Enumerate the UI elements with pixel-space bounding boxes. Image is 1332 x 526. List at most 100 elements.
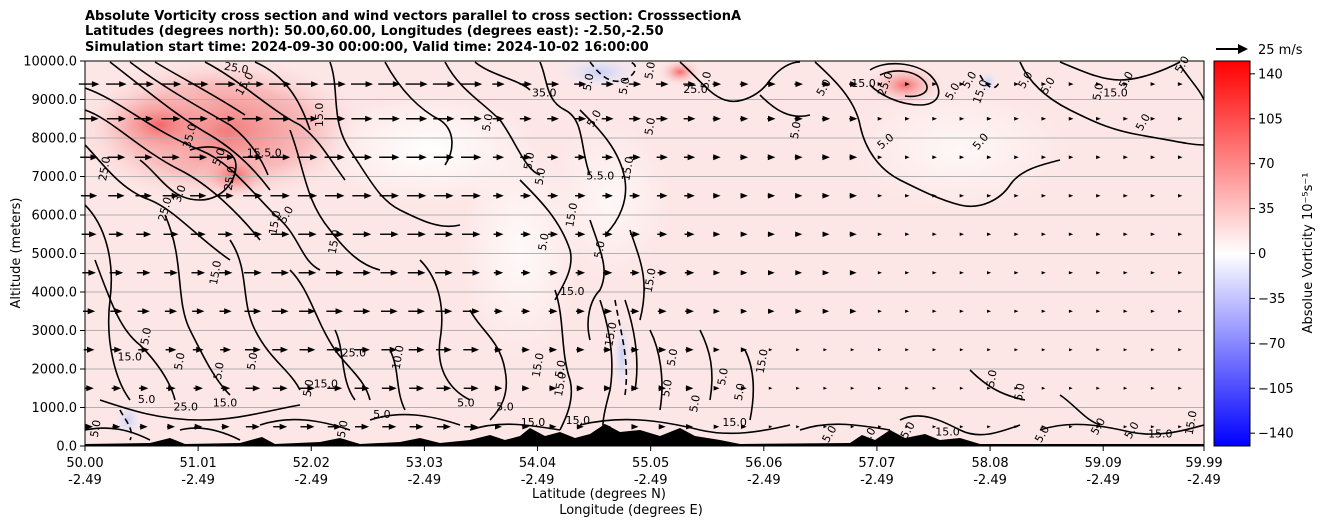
wind-vector-head xyxy=(444,308,453,315)
wind-vector-head xyxy=(335,308,344,315)
contour-label: 15.0 xyxy=(1183,410,1200,436)
wind-vector-head xyxy=(253,346,261,353)
wind-vector-head xyxy=(822,115,831,122)
wind-vector-head xyxy=(932,386,937,390)
wind-vector-head xyxy=(1068,193,1074,198)
wind-vector-head xyxy=(391,231,399,238)
wind-vector-head xyxy=(223,346,231,353)
wind-vector-head xyxy=(1123,193,1128,198)
wind-vector-head xyxy=(522,308,531,315)
wind-vector-head xyxy=(495,269,504,276)
chart-title-line-1: Absolute Vorticity cross section and win… xyxy=(85,9,742,24)
wind-vector-head xyxy=(444,346,452,353)
wind-vector-head xyxy=(631,423,639,430)
wind-vectors xyxy=(78,81,1183,430)
wind-vector-head xyxy=(419,115,428,122)
wind-vector-head xyxy=(877,348,882,352)
quiver-key-arrowhead xyxy=(1238,44,1248,54)
wind-vector-head xyxy=(445,231,454,238)
wind-vector-head xyxy=(445,269,453,276)
wind-vector-head xyxy=(687,231,695,238)
wind-vector-head xyxy=(114,346,122,353)
wind-vector-head xyxy=(1123,309,1128,313)
wind-vector-head xyxy=(363,231,372,238)
wind-vector-head xyxy=(932,116,937,121)
wind-vector-head xyxy=(1041,155,1047,160)
wind-vector-head xyxy=(361,423,370,430)
wind-vector-head xyxy=(576,423,584,430)
wind-vector-head xyxy=(1178,309,1183,313)
x-tick-label-lat: 57.07 xyxy=(858,456,895,471)
wind-vector-head xyxy=(713,81,722,88)
wind-vector-head xyxy=(362,308,371,315)
contour-label: 15.0 xyxy=(326,229,343,255)
contour-label: 15.0 xyxy=(118,350,143,363)
wind-vector-head xyxy=(549,308,558,315)
x-tick-label-lat: 53.03 xyxy=(406,456,443,471)
wind-vector-head xyxy=(905,155,910,160)
wind-vector-head xyxy=(986,82,992,87)
contour-label: 15.5.0 xyxy=(247,146,282,159)
chart-title-line-2: Latitudes (degrees north): 50.00,60.00, … xyxy=(85,24,664,39)
colorbar-tick-label: 105 xyxy=(1258,112,1283,127)
chart-title-line-3: Simulation start time: 2024-09-30 00:00:… xyxy=(85,40,649,55)
wind-vector-head xyxy=(959,232,964,236)
contour-label: 5.0 xyxy=(665,348,681,367)
wind-vector-head xyxy=(91,115,99,122)
wind-vector-head xyxy=(1096,271,1101,275)
wind-vector-head xyxy=(660,192,668,199)
contour-label: 15.0 xyxy=(722,416,747,429)
wind-vector-head xyxy=(222,423,230,430)
wind-vector-head xyxy=(959,155,965,160)
x-tick-label-lon: -2.49 xyxy=(1187,473,1221,488)
wind-vector-head xyxy=(117,192,125,199)
x-tick-label-lon: -2.49 xyxy=(973,473,1007,488)
wind-vector-head xyxy=(796,425,800,429)
wind-vector-head xyxy=(88,269,96,276)
wind-vector-head xyxy=(523,154,532,161)
wind-vector-head xyxy=(198,192,207,199)
wind-vector-head xyxy=(310,115,319,122)
contour-label: 5.0 xyxy=(480,113,496,132)
wind-vector-head xyxy=(252,423,260,430)
contour-label: 25.0 xyxy=(156,196,175,223)
colorbar-tick-label: −70 xyxy=(1258,337,1285,352)
wind-vector-head xyxy=(225,231,234,238)
wind-vector-head xyxy=(740,270,748,276)
y-tick-label: 0.0 xyxy=(56,440,77,455)
contour-label: 5.0 xyxy=(788,120,804,139)
wind-vector-head xyxy=(308,308,316,315)
wind-vector-head xyxy=(1150,82,1156,87)
wind-vector-head xyxy=(443,385,452,392)
wind-vector-head xyxy=(252,385,261,392)
wind-vector-head xyxy=(822,154,830,161)
wind-vector-head xyxy=(417,269,426,276)
contour-label: 5.0 xyxy=(172,351,188,370)
wind-vector-head xyxy=(119,81,127,88)
x-axis-label-latitude: Latitude (degrees N) xyxy=(532,487,666,502)
wind-vector-head xyxy=(767,192,776,199)
wind-vector-head xyxy=(768,115,776,122)
wind-vector-head xyxy=(474,81,483,88)
wind-vector-head xyxy=(658,346,667,353)
wind-vector-head xyxy=(472,269,480,276)
wind-vector-head xyxy=(417,346,425,353)
wind-vector-head xyxy=(496,192,504,199)
wind-vector-head xyxy=(795,192,803,199)
contour-label: 5.0 xyxy=(642,117,658,136)
wind-vector-head xyxy=(658,423,666,430)
wind-vector-head xyxy=(446,115,455,122)
contour-label: 5.0 xyxy=(138,393,156,406)
wind-vector-head xyxy=(795,231,803,238)
wind-vector-head xyxy=(551,115,559,122)
wind-vector-head xyxy=(1014,348,1019,352)
wind-vector-head xyxy=(420,81,428,88)
wind-vector-head xyxy=(1150,425,1155,429)
wind-vector-head xyxy=(959,193,965,198)
wind-vector-head xyxy=(86,346,95,353)
wind-vector-head xyxy=(932,193,937,198)
wind-vector-head xyxy=(170,269,178,276)
wind-vector-head xyxy=(713,115,721,122)
wind-vector-head xyxy=(496,115,505,122)
wind-vector-head xyxy=(473,192,481,199)
